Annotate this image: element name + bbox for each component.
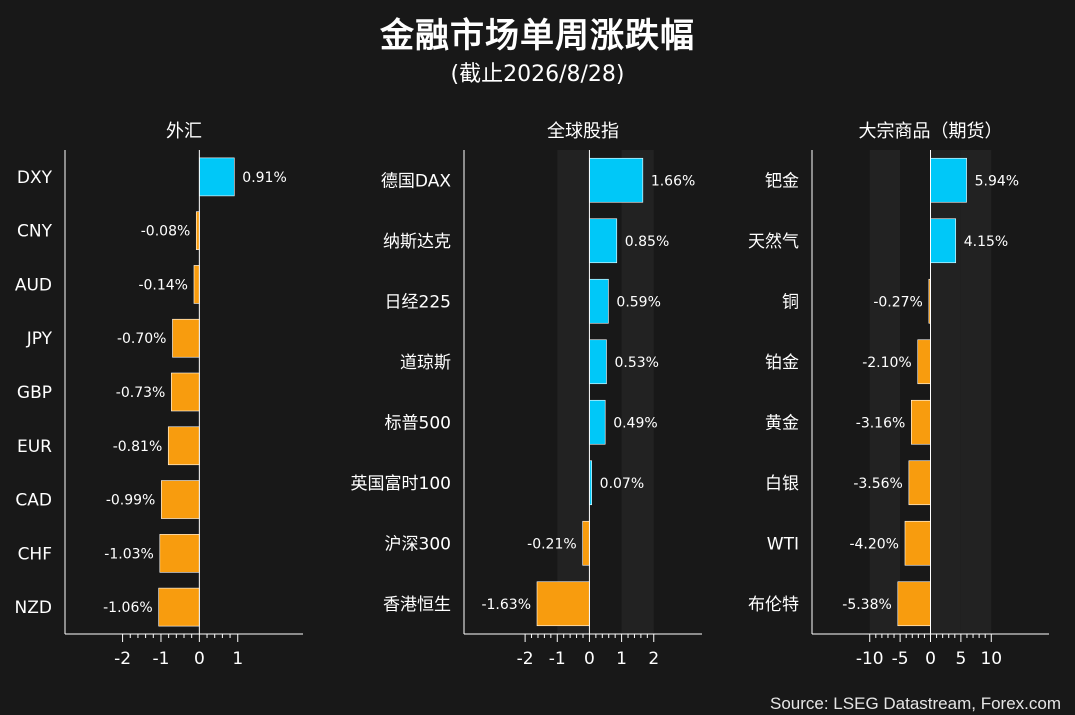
value-label: 5.94% (975, 173, 1019, 189)
category-label: 标普500 (385, 413, 451, 433)
panel-title: 全球股指 (547, 121, 619, 142)
value-label: 0.91% (242, 170, 286, 186)
category-label: 铂金 (765, 353, 799, 373)
value-label: -0.81% (113, 439, 163, 455)
panel-title: 外汇 (166, 121, 202, 142)
background-band-2 (621, 150, 654, 634)
category-label: 纳斯达克 (383, 232, 451, 252)
tick-label: 5 (955, 649, 966, 669)
category-label: 德国DAX (381, 171, 451, 191)
value-label: -0.21% (527, 536, 577, 552)
bar-1 (930, 157, 967, 203)
category-label: CNY (17, 222, 53, 242)
category-label: 英国富时100 (351, 474, 451, 494)
bar-8 (536, 581, 590, 627)
bar-9 (158, 587, 200, 627)
category-label: JPY (26, 329, 53, 349)
bar-2 (930, 218, 957, 264)
bar-8 (159, 534, 200, 573)
bar-7 (161, 480, 200, 519)
category-label: 钯金 (765, 171, 799, 191)
value-label: -0.14% (138, 277, 188, 293)
chart-main-title: 金融市场单周涨跌幅 (380, 16, 695, 56)
value-label: -0.27% (873, 294, 923, 310)
category-label: WTI (767, 534, 799, 554)
bar-4 (172, 318, 200, 358)
bar-5 (171, 372, 200, 412)
value-label: -3.56% (853, 476, 903, 492)
chart-subtitle: (截止2026/8/28) (450, 62, 625, 87)
value-label: -5.38% (842, 597, 892, 613)
bar-1 (199, 157, 235, 197)
value-label: -0.70% (117, 331, 167, 347)
chart-panel-3: 大宗商品（期货） 钯金 5.94% 天然气 4.15% 铜 -0.27% 铂金 -2.10% 黄金… (748, 121, 1049, 669)
background-band-3 (960, 150, 992, 634)
value-label: 0.07% (600, 476, 644, 492)
bar-7 (582, 520, 590, 566)
bar-1 (589, 157, 644, 203)
category-label: EUR (17, 437, 52, 457)
category-label: 黄金 (765, 413, 799, 433)
category-label: CAD (15, 491, 52, 511)
bar-5 (589, 399, 606, 445)
category-label: CHF (18, 544, 52, 564)
tick-label: 10 (980, 649, 1002, 669)
category-label: 铜 (782, 292, 799, 312)
tick-label: 1 (616, 649, 627, 669)
category-label: 道琼斯 (400, 353, 451, 373)
tick-label: -2 (114, 649, 131, 669)
tick-label: 1 (232, 649, 243, 669)
bar-8 (897, 581, 931, 627)
tick-label: -1 (152, 649, 169, 669)
value-label: 1.66% (651, 173, 695, 189)
category-label: 日经225 (385, 292, 451, 312)
tick-label: -10 (856, 649, 884, 669)
category-label: GBP (17, 383, 52, 403)
bar-7 (904, 520, 931, 566)
category-label: 白银 (765, 474, 799, 494)
category-label: NZD (15, 598, 52, 618)
category-label: 天然气 (748, 232, 799, 252)
bar-6 (167, 426, 200, 466)
tick-label: 0 (194, 649, 205, 669)
source-note: Source: LSEG Datastream, Forex.com (770, 694, 1061, 713)
value-label: -1.63% (481, 597, 531, 613)
category-label: DXY (17, 168, 53, 188)
value-label: -0.73% (116, 385, 166, 401)
chart-panel-1: 外汇 DXY 0.91% CNY -0.08% AUD -0.14% JPY -0.70% GBP… (15, 121, 303, 669)
value-label: -1.06% (103, 600, 153, 616)
bar-2 (589, 218, 618, 264)
category-label: 沪深300 (385, 534, 451, 554)
value-label: 0.53% (614, 355, 658, 371)
value-label: 4.15% (964, 234, 1008, 250)
value-label: -4.20% (849, 536, 899, 552)
bar-3 (589, 278, 609, 324)
tick-label: -5 (892, 649, 909, 669)
value-label: -1.03% (104, 546, 154, 562)
value-label: 0.85% (625, 234, 669, 250)
tick-label: 0 (925, 649, 936, 669)
value-label: -0.99% (106, 493, 156, 509)
panel-title: 大宗商品（期货） (859, 121, 1003, 142)
tick-label: -1 (549, 649, 566, 669)
category-label: 布伦特 (748, 595, 799, 615)
bar-4 (589, 339, 607, 385)
value-label: -3.16% (856, 415, 906, 431)
value-label: -0.08% (141, 224, 191, 240)
bar-5 (910, 399, 931, 445)
bar-4 (917, 339, 931, 385)
tick-label: -2 (517, 649, 534, 669)
bar-6 (908, 460, 931, 506)
background-band-1 (869, 150, 901, 634)
tick-label: 0 (584, 649, 595, 669)
value-label: 0.59% (616, 294, 660, 310)
category-label: 香港恒生 (383, 595, 451, 615)
category-label: AUD (15, 275, 52, 295)
tick-label: 2 (648, 649, 659, 669)
value-label: 0.49% (613, 415, 657, 431)
bar-3 (193, 265, 200, 304)
value-label: -2.10% (862, 355, 912, 371)
